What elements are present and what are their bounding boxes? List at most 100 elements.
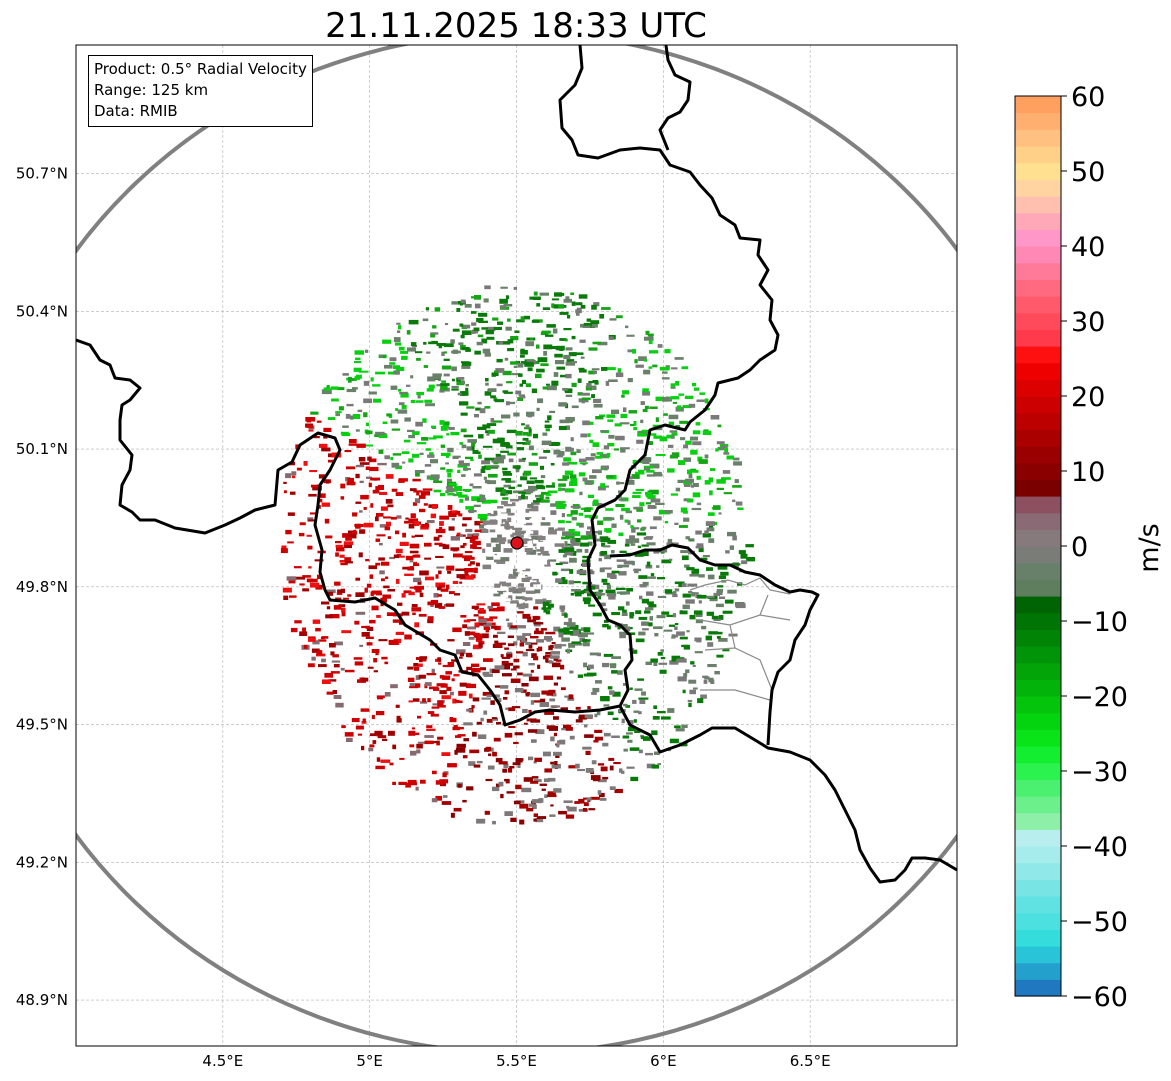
velocity-gate: [517, 765, 521, 768]
velocity-gate: [715, 603, 724, 608]
velocity-gate: [302, 588, 309, 592]
velocity-gate: [512, 568, 520, 574]
velocity-gate: [378, 434, 388, 439]
velocity-gate: [639, 584, 647, 588]
velocity-gate: [521, 379, 527, 384]
velocity-gate: [492, 669, 500, 674]
velocity-gate: [643, 336, 654, 341]
velocity-gate: [438, 570, 442, 575]
velocity-gate: [601, 578, 608, 583]
velocity-gate: [331, 660, 340, 663]
velocity-gate: [595, 680, 602, 684]
velocity-gate: [536, 407, 540, 411]
velocity-gate: [720, 571, 729, 576]
velocity-gate: [543, 609, 547, 613]
velocity-gate: [396, 718, 402, 723]
colorbar-band: [1015, 429, 1061, 447]
velocity-gate: [643, 736, 651, 741]
velocity-gate: [469, 749, 480, 754]
velocity-gate: [450, 547, 460, 551]
velocity-gate: [653, 705, 658, 709]
velocity-gate: [540, 546, 545, 551]
velocity-gate: [398, 478, 408, 482]
velocity-gate: [431, 376, 440, 380]
velocity-gate: [592, 385, 597, 390]
velocity-gate: [463, 391, 469, 396]
velocity-gate: [459, 442, 464, 445]
velocity-gate: [688, 473, 693, 479]
velocity-gate: [372, 740, 377, 744]
velocity-gate: [588, 370, 596, 375]
velocity-gate: [698, 600, 702, 604]
velocity-gate: [335, 413, 340, 417]
velocity-gate: [722, 610, 733, 614]
velocity-gate: [326, 591, 334, 596]
velocity-gate: [571, 516, 577, 521]
velocity-gate: [447, 472, 452, 478]
velocity-gate: [458, 460, 464, 465]
velocity-gate: [554, 643, 562, 649]
velocity-gate: [311, 648, 320, 653]
velocity-gate: [340, 431, 349, 435]
velocity-gate: [282, 587, 292, 593]
velocity-gate: [359, 462, 370, 465]
colorbar-band: [1015, 612, 1061, 630]
velocity-gate: [542, 386, 548, 390]
velocity-gate: [512, 527, 523, 530]
velocity-gate: [582, 639, 591, 642]
velocity-gate: [432, 325, 437, 329]
velocity-gate: [527, 600, 535, 603]
velocity-gate: [565, 361, 576, 366]
velocity-gate: [678, 393, 685, 396]
velocity-gate: [529, 477, 537, 480]
velocity-gate: [502, 497, 509, 500]
velocity-gate: [532, 615, 539, 621]
velocity-gate: [630, 423, 635, 427]
velocity-gate: [623, 703, 628, 707]
velocity-gate: [462, 468, 471, 471]
velocity-gate: [603, 732, 611, 737]
velocity-gate: [670, 493, 678, 496]
colorbar-band: [1015, 496, 1061, 514]
velocity-gate: [470, 445, 475, 451]
velocity-gate: [696, 475, 701, 480]
velocity-gate: [602, 624, 609, 628]
velocity-gate: [530, 780, 539, 784]
velocity-gate: [459, 499, 464, 503]
velocity-gate: [564, 470, 574, 475]
velocity-gate: [530, 549, 537, 555]
velocity-gate: [582, 808, 588, 812]
velocity-gate: [650, 498, 661, 503]
velocity-gate: [287, 512, 295, 516]
velocity-gate: [695, 614, 703, 617]
velocity-gate: [542, 604, 546, 610]
velocity-gate: [684, 564, 690, 568]
velocity-gate: [474, 622, 480, 627]
velocity-gate: [299, 631, 308, 636]
velocity-gate: [520, 546, 527, 550]
velocity-gate: [360, 494, 369, 500]
velocity-gate: [581, 562, 591, 567]
velocity-gate: [704, 398, 709, 404]
velocity-gate: [470, 311, 477, 314]
velocity-gate: [525, 517, 532, 520]
velocity-gate: [640, 419, 644, 424]
velocity-gate: [486, 433, 490, 436]
velocity-gate: [607, 367, 616, 371]
velocity-gate: [652, 716, 660, 720]
velocity-gate: [679, 636, 688, 640]
velocity-gate: [507, 635, 514, 638]
velocity-gate: [653, 435, 662, 439]
colorbar-band: [1015, 629, 1061, 647]
velocity-gate: [563, 532, 568, 536]
velocity-gate: [415, 473, 420, 477]
velocity-gate: [515, 596, 525, 600]
velocity-gate: [307, 578, 318, 583]
velocity-gate: [496, 631, 506, 634]
velocity-gate: [531, 505, 539, 509]
velocity-gate: [543, 344, 553, 350]
velocity-gate: [553, 449, 561, 455]
velocity-gate: [456, 380, 465, 386]
velocity-gate: [362, 718, 366, 722]
velocity-gate: [491, 717, 498, 721]
